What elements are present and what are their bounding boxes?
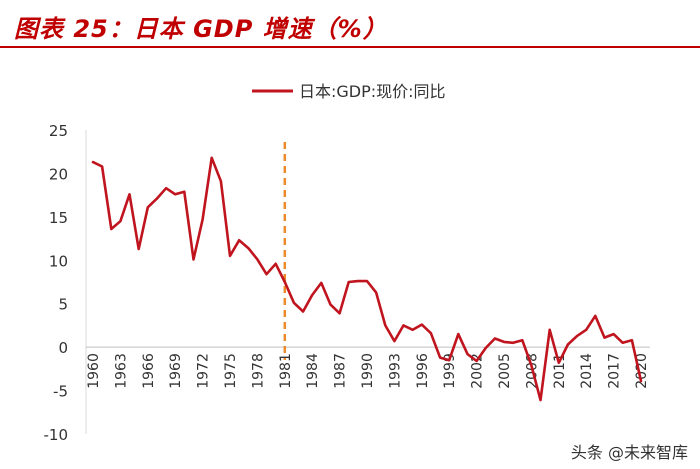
data-point bbox=[265, 273, 267, 275]
data-point bbox=[311, 294, 313, 296]
data-point bbox=[92, 161, 94, 163]
data-point bbox=[156, 197, 158, 199]
data-point bbox=[119, 220, 121, 222]
data-point bbox=[466, 353, 468, 355]
x-tick-label: 1993 bbox=[387, 353, 403, 389]
x-tick-label: 1987 bbox=[333, 353, 349, 389]
y-tick-label: 0 bbox=[58, 339, 68, 357]
data-point bbox=[503, 341, 505, 343]
watermark: 头条 @未来智库 bbox=[570, 443, 688, 462]
data-point bbox=[220, 180, 222, 182]
data-point bbox=[201, 218, 203, 220]
data-point bbox=[430, 332, 432, 334]
data-point bbox=[558, 362, 560, 364]
data-point bbox=[110, 228, 112, 230]
x-tick-label: 2005 bbox=[497, 353, 513, 389]
data-point bbox=[284, 281, 286, 283]
data-point bbox=[174, 193, 176, 195]
y-tick-label: -10 bbox=[44, 426, 69, 444]
x-tick-label: 1996 bbox=[415, 353, 431, 389]
x-tick-label: 1981 bbox=[278, 353, 294, 389]
x-tick-label: 1972 bbox=[196, 353, 212, 389]
y-tick-label: 15 bbox=[49, 209, 68, 227]
data-point bbox=[320, 282, 322, 284]
x-tick-label: 2017 bbox=[607, 353, 623, 389]
data-point bbox=[247, 247, 249, 249]
data-point bbox=[274, 263, 276, 265]
data-point bbox=[384, 324, 386, 326]
x-tick-label: 1963 bbox=[113, 353, 129, 389]
data-point bbox=[101, 165, 103, 167]
data-point bbox=[338, 312, 340, 314]
x-tick-label: 1978 bbox=[250, 353, 266, 389]
data-point bbox=[256, 258, 258, 260]
y-tick-label: 25 bbox=[49, 122, 68, 140]
data-point bbox=[128, 193, 130, 195]
data-point bbox=[366, 280, 368, 282]
y-tick-label: 20 bbox=[49, 165, 68, 183]
data-point bbox=[402, 324, 404, 326]
data-point bbox=[348, 281, 350, 283]
data-point bbox=[448, 359, 450, 361]
x-tick-label: 1999 bbox=[442, 353, 458, 389]
x-tick-label: 1975 bbox=[223, 353, 239, 389]
data-point bbox=[302, 310, 304, 312]
data-point bbox=[576, 335, 578, 337]
data-point bbox=[147, 206, 149, 208]
data-point bbox=[229, 255, 231, 257]
data-point bbox=[357, 280, 359, 282]
data-point bbox=[393, 340, 395, 342]
data-point bbox=[293, 302, 295, 304]
data-point bbox=[631, 339, 633, 341]
data-point bbox=[211, 157, 213, 159]
data-point bbox=[439, 356, 441, 358]
data-point bbox=[485, 347, 487, 349]
data-point bbox=[421, 323, 423, 325]
data-point bbox=[375, 291, 377, 293]
legend-label: 日本:GDP:现价:同比 bbox=[299, 82, 446, 101]
data-point bbox=[165, 187, 167, 189]
x-tick-label: 1969 bbox=[168, 353, 184, 389]
x-tick-label: 2011 bbox=[552, 353, 568, 389]
data-point bbox=[530, 364, 532, 366]
data-point bbox=[329, 303, 331, 305]
data-point bbox=[594, 315, 596, 317]
data-point bbox=[512, 342, 514, 344]
data-point bbox=[183, 190, 185, 192]
series-line bbox=[91, 156, 643, 402]
data-point bbox=[192, 258, 194, 260]
data-point bbox=[137, 248, 139, 250]
x-tick-label: 1990 bbox=[360, 353, 376, 389]
data-point bbox=[640, 380, 642, 382]
data-point bbox=[521, 339, 523, 341]
x-tick-label: 1960 bbox=[86, 353, 102, 389]
data-point bbox=[548, 329, 550, 331]
x-tick-label: 2002 bbox=[470, 353, 486, 389]
data-point bbox=[622, 342, 624, 344]
data-point bbox=[612, 333, 614, 335]
chart-area: 25 20 15 10 5 0 -5 -10 1960 1963 1966 1969 1972 1975 1… bbox=[44, 82, 650, 444]
data-point bbox=[539, 399, 541, 401]
x-tick-label: 1966 bbox=[141, 353, 157, 389]
data-point bbox=[475, 360, 477, 362]
data-point bbox=[238, 239, 240, 241]
data-point bbox=[494, 337, 496, 339]
data-point bbox=[411, 329, 413, 331]
x-tick-label: 2014 bbox=[579, 353, 595, 389]
chart-title: 图表 25：日本 GDP 增速（%） bbox=[14, 15, 388, 43]
y-tick-label: 5 bbox=[58, 296, 68, 314]
data-point bbox=[457, 333, 459, 335]
title-bar: 图表 25：日本 GDP 增速（%） bbox=[0, 0, 700, 48]
x-tick-label: 1984 bbox=[305, 353, 321, 389]
y-tick-label: -5 bbox=[53, 383, 68, 401]
data-point bbox=[603, 336, 605, 338]
data-point bbox=[585, 329, 587, 331]
data-point bbox=[567, 343, 569, 345]
y-tick-label: 10 bbox=[49, 252, 68, 270]
